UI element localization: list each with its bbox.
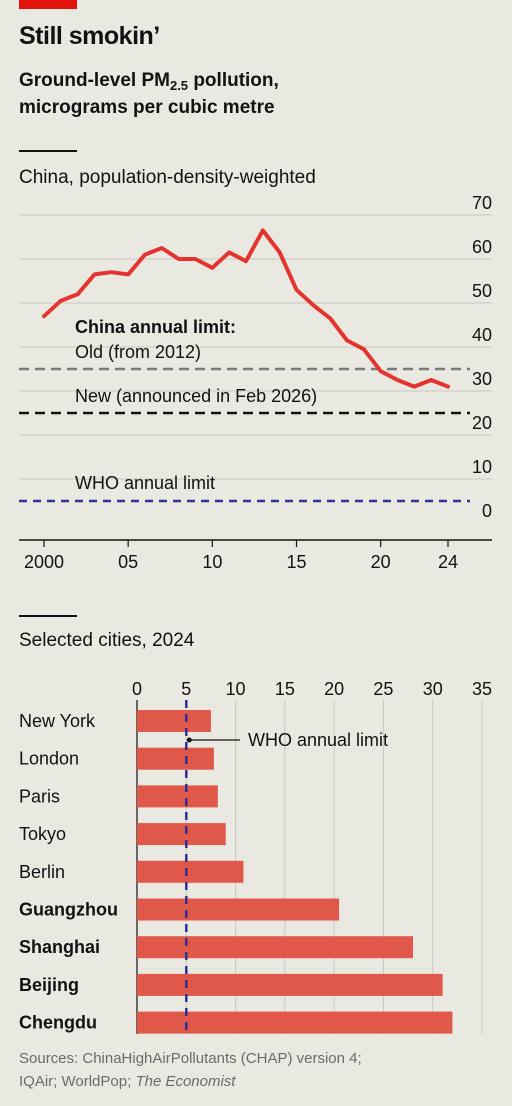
subtitle-text-end: pollution, (188, 70, 279, 91)
category-label: Guangzhou (19, 900, 118, 920)
y-tick-label: 10 (472, 457, 492, 477)
x-tick-label: 30 (423, 679, 443, 699)
x-tick-label: 15 (275, 679, 295, 699)
x-tick-label: 35 (472, 679, 492, 699)
x-tick-label: 10 (202, 552, 222, 572)
x-tick-label: 20 (324, 679, 344, 699)
bar (137, 1011, 453, 1034)
bar-chart: 0 5 10 15 20 25 30 35 New York London Paris Tokyo Be… (19, 679, 492, 1034)
x-tick-label: 5 (181, 679, 191, 699)
category-label: Beijing (19, 975, 79, 995)
annotation-new-limit: New (announced in Feb 2026) (75, 386, 317, 406)
bar (137, 785, 218, 808)
brand-red-bar (19, 0, 77, 9)
bar-chart-title: Selected cities, 2024 (19, 630, 195, 651)
line-chart-title: China, population-density-weighted (19, 167, 316, 188)
source-line-2: IQAir; WorldPop; (19, 1073, 136, 1090)
category-label: Tokyo (19, 824, 66, 844)
y-tick-label: 0 (482, 501, 492, 521)
bar (137, 823, 226, 846)
bar (137, 747, 214, 770)
category-label: Paris (19, 786, 60, 806)
x-tick-label: 10 (226, 679, 246, 699)
y-tick-label: 30 (472, 369, 492, 389)
category-label: Berlin (19, 862, 65, 882)
bar (137, 710, 211, 732)
x-tick-label: 0 (132, 679, 142, 699)
line-chart: 0 10 20 30 40 50 60 70 2000 05 10 15 20 24 China annua… (19, 193, 492, 572)
x-tick-label: 2000 (24, 552, 64, 572)
bar (137, 936, 413, 959)
source-note: Sources: ChinaHighAirPollutants (CHAP) v… (19, 1047, 362, 1093)
chart-subtitle: Ground-level PM2.5 pollution, micrograms… (19, 68, 279, 121)
annotation-china-limit: China annual limit: (75, 317, 236, 337)
annotation-who-limit: WHO annual limit (75, 473, 215, 493)
x-tick-label: 25 (373, 679, 393, 699)
source-publication: The Economist (135, 1073, 236, 1090)
y-tick-label: 60 (472, 237, 492, 257)
pm25-series-line (42, 228, 450, 389)
annotation-old-limit: Old (from 2012) (75, 342, 201, 362)
bar (137, 860, 244, 883)
subtitle-subscript: 2.5 (169, 78, 189, 93)
y-tick-label: 40 (472, 325, 492, 345)
subtitle-line2: micrograms per cubic metre (19, 97, 275, 118)
bar (137, 898, 340, 921)
y-tick-label: 50 (472, 281, 492, 301)
x-tick-label: 15 (286, 552, 306, 572)
source-line-1: Sources: ChinaHighAirPollutants (CHAP) v… (19, 1050, 362, 1067)
y-tick-label: 20 (472, 413, 492, 433)
bar (137, 973, 443, 996)
category-label: Chengdu (19, 1013, 97, 1033)
category-label: London (19, 749, 79, 769)
section-rule-bar-chart (19, 615, 77, 617)
y-tick-label: 70 (472, 193, 492, 213)
category-label: Shanghai (19, 937, 100, 957)
section-rule-line-chart (19, 150, 77, 152)
x-tick-label: 05 (118, 552, 138, 572)
chart-title: Still smokin’ (19, 22, 160, 50)
category-label: New York (19, 711, 96, 731)
x-tick-label: 20 (371, 552, 391, 572)
subtitle-text: Ground-level PM (19, 70, 170, 91)
who-callout-label: WHO annual limit (248, 730, 388, 750)
x-tick-label: 24 (438, 552, 458, 572)
